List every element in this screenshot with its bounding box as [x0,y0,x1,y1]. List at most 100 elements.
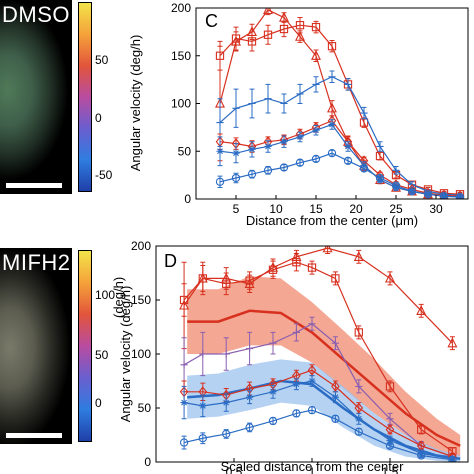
series-circle [179,406,457,462]
error-bar [377,175,383,181]
data-point [354,427,363,436]
data-point [331,393,339,401]
error-bar [247,422,253,433]
data-point [407,187,417,196]
x-tick-label: 15 [309,202,323,216]
y-tick-label: 150 [171,49,191,63]
data-point [263,8,273,15]
data-point [344,142,352,151]
data-point [179,295,189,305]
data-point [247,37,257,46]
data-point [311,22,321,32]
data-point [268,265,278,274]
data-point [327,42,337,51]
y-tick-label: 50 [138,401,152,415]
data-point [360,109,368,117]
chart-panel-d: 0 50 100 150 200 0.5 1 1.5 D Scaled distance from… [118,239,469,474]
data-point [215,177,225,186]
series-line [219,119,461,197]
x-tick-label: 25 [389,202,403,216]
data-point [263,166,273,175]
y-axis-title: Angular velocity (deg/h) [128,35,143,172]
data-point [311,154,321,164]
error-bar [249,31,255,52]
data-point [269,339,277,347]
data-point [292,258,301,267]
error-bar [181,283,187,317]
error-bar [457,195,463,199]
y-tick-label: 150 [131,293,151,307]
data-point [331,339,339,347]
data-point [416,304,427,315]
y-tick-label: 0 [144,455,151,469]
x-tick-label: 5 [233,202,240,216]
data-point [232,149,240,157]
data-point [216,147,224,155]
mifh2-colorbar-tick: 0 [95,396,102,410]
data-point [353,250,364,261]
data-point [295,158,305,167]
error-bar [425,192,431,196]
error-bar [418,452,424,459]
error-bar [393,183,399,189]
data-point [245,276,254,285]
data-point [179,438,189,447]
series-line [219,76,461,196]
series-square [215,17,465,199]
dmso-colorbar [78,2,92,192]
y-tick-label: 100 [131,347,151,361]
error-bar [217,40,223,71]
series-line [183,380,453,460]
data-point [308,320,316,328]
data-point [391,181,401,190]
dmso-colorbar-tick: -50 [95,168,113,182]
data-point [385,272,395,283]
data-point [386,436,394,444]
data-point [392,166,400,174]
mifh2-label: MIFH2 [2,250,71,275]
dmso-micrograph: DMSO [0,0,72,194]
data-point [448,455,457,462]
series-star [180,375,456,462]
error-bar [200,264,206,292]
data-point [307,406,317,415]
data-point [295,21,305,30]
error-bar [356,325,362,340]
panel-letter: D [164,251,177,271]
data-point [295,30,305,41]
data-point [355,415,363,423]
data-point [292,328,300,336]
dmso-colorbar-tick: 50 [95,53,109,67]
data-point [327,149,337,158]
error-bar [387,443,393,449]
data-point [455,192,465,199]
x-tick-label: 0.5 [226,465,243,474]
error-bar [247,271,253,290]
dmso-colorbar-tick: 0 [95,111,102,125]
data-point [375,173,385,183]
mifh2-colorbar-tick: 50 [95,348,109,362]
data-point [231,173,241,183]
data-point [199,402,207,410]
data-point [296,90,304,98]
data-point [328,120,336,129]
data-point [247,170,257,179]
data-point [344,80,352,88]
series-line [184,369,453,458]
data-point [376,142,384,151]
data-point [328,73,336,81]
data-point [215,51,225,60]
data-point [292,380,300,388]
data-point [385,382,395,391]
error-bar [233,26,239,51]
y-tick-label: 100 [171,97,191,111]
dmso-label: DMSO [2,2,70,27]
data-point [248,145,256,153]
data-point [264,95,272,103]
band-mean-line [187,309,461,447]
data-point [312,126,320,134]
data-point [312,80,320,88]
data-point [198,434,207,443]
data-point [263,30,273,39]
